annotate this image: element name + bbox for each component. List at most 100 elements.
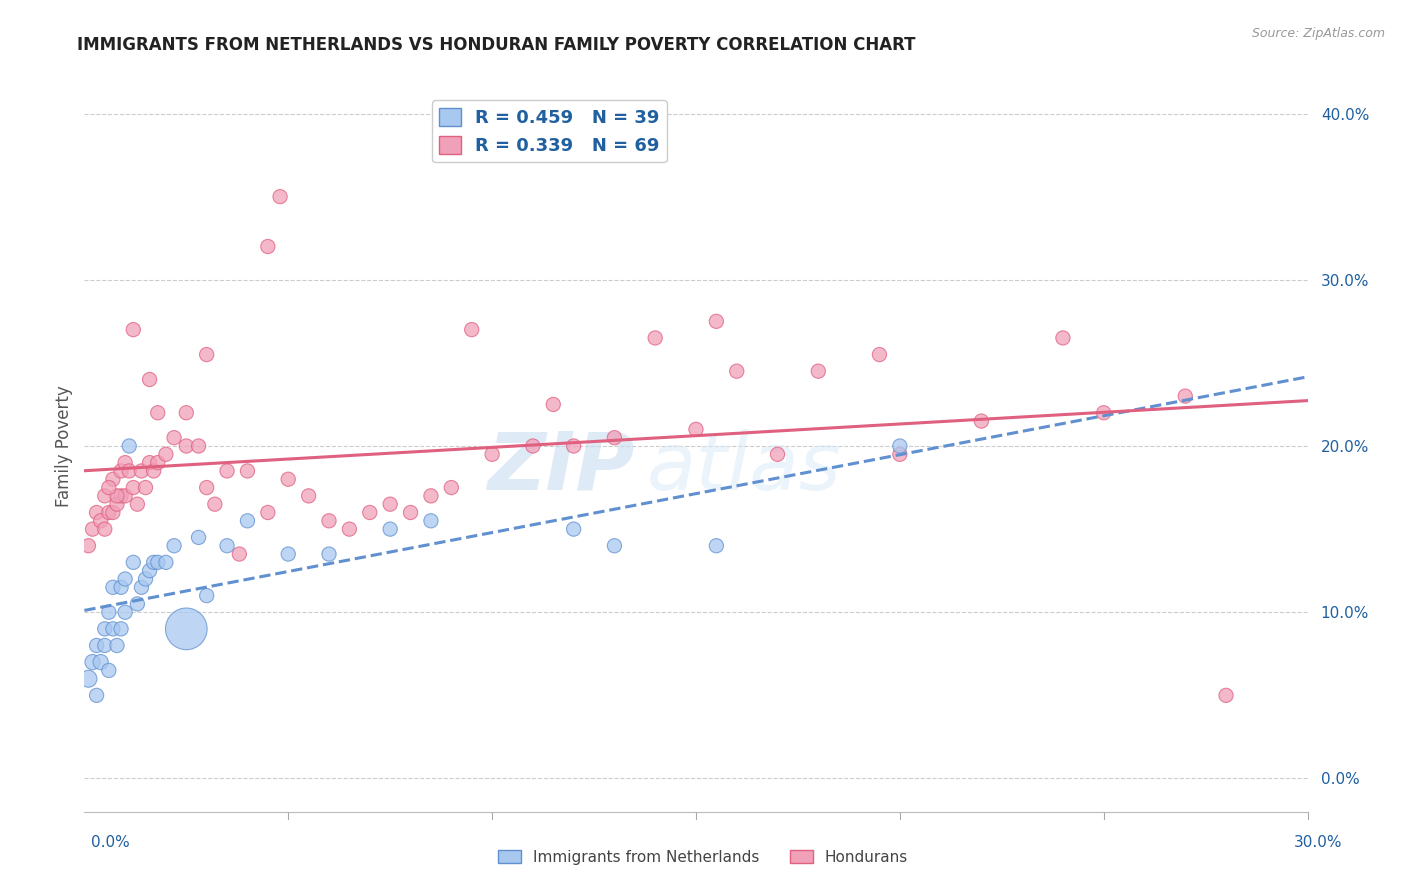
Point xyxy=(195,589,218,603)
Point xyxy=(685,422,707,436)
Point xyxy=(155,555,177,569)
Point xyxy=(127,597,149,611)
Point xyxy=(277,547,299,561)
Point xyxy=(1174,389,1197,403)
Point xyxy=(93,639,115,653)
Point xyxy=(122,323,145,337)
Point xyxy=(644,331,666,345)
Point xyxy=(138,564,160,578)
Point xyxy=(277,472,299,486)
Point xyxy=(163,431,186,445)
Point xyxy=(82,522,104,536)
Point xyxy=(257,239,280,253)
Point xyxy=(187,530,209,544)
Point xyxy=(114,605,136,619)
Point xyxy=(1215,689,1237,703)
Point xyxy=(359,506,381,520)
Point xyxy=(93,622,115,636)
Text: 0.0%: 0.0% xyxy=(91,836,131,850)
Point xyxy=(114,456,136,470)
Point xyxy=(1052,331,1074,345)
Point xyxy=(122,555,145,569)
Point xyxy=(174,406,197,420)
Point xyxy=(127,497,149,511)
Point xyxy=(236,464,259,478)
Point xyxy=(101,622,124,636)
Point xyxy=(142,555,165,569)
Point xyxy=(110,580,132,594)
Point xyxy=(86,689,108,703)
Point xyxy=(269,189,291,203)
Point xyxy=(725,364,748,378)
Point xyxy=(114,572,136,586)
Point xyxy=(146,406,169,420)
Point xyxy=(77,672,100,686)
Point xyxy=(420,489,443,503)
Point xyxy=(217,539,239,553)
Point xyxy=(380,497,402,511)
Point xyxy=(155,447,177,461)
Point xyxy=(195,347,218,362)
Point xyxy=(174,439,197,453)
Point xyxy=(138,456,160,470)
Point xyxy=(603,431,626,445)
Point xyxy=(114,489,136,503)
Text: Source: ZipAtlas.com: Source: ZipAtlas.com xyxy=(1251,27,1385,40)
Point xyxy=(93,489,115,503)
Point xyxy=(142,464,165,478)
Point xyxy=(135,572,157,586)
Point xyxy=(339,522,361,536)
Point xyxy=(889,439,911,453)
Point xyxy=(77,539,100,553)
Point xyxy=(195,481,218,495)
Point xyxy=(86,639,108,653)
Point xyxy=(889,447,911,461)
Text: ZIP: ZIP xyxy=(488,429,636,507)
Point xyxy=(118,464,141,478)
Text: IMMIGRANTS FROM NETHERLANDS VS HONDURAN FAMILY POVERTY CORRELATION CHART: IMMIGRANTS FROM NETHERLANDS VS HONDURAN … xyxy=(77,36,915,54)
Point xyxy=(970,414,993,428)
Point xyxy=(204,497,226,511)
Point xyxy=(174,622,197,636)
Point xyxy=(97,605,120,619)
Point xyxy=(97,664,120,678)
Point xyxy=(118,439,141,453)
Point xyxy=(420,514,443,528)
Point xyxy=(122,481,145,495)
Point xyxy=(101,472,124,486)
Point xyxy=(603,539,626,553)
Point xyxy=(105,639,128,653)
Point xyxy=(543,397,565,411)
Point xyxy=(869,347,891,362)
Point xyxy=(110,464,132,478)
Point xyxy=(228,547,250,561)
Point xyxy=(318,514,340,528)
Point xyxy=(110,489,132,503)
Point xyxy=(318,547,340,561)
Point xyxy=(101,580,124,594)
Point xyxy=(1092,406,1115,420)
Text: atlas: atlas xyxy=(647,429,842,507)
Point xyxy=(93,522,115,536)
Point xyxy=(135,481,157,495)
Point xyxy=(146,456,169,470)
Point xyxy=(82,655,104,669)
Point xyxy=(105,489,128,503)
Point xyxy=(97,506,120,520)
Point xyxy=(97,481,120,495)
Point xyxy=(481,447,503,461)
Point xyxy=(298,489,321,503)
Legend: Immigrants from Netherlands, Hondurans: Immigrants from Netherlands, Hondurans xyxy=(492,844,914,871)
Point xyxy=(257,506,280,520)
Point xyxy=(146,555,169,569)
Text: 30.0%: 30.0% xyxy=(1295,836,1343,850)
Point xyxy=(380,522,402,536)
Point xyxy=(562,439,585,453)
Point xyxy=(399,506,422,520)
Point xyxy=(766,447,789,461)
Point xyxy=(86,506,108,520)
Point xyxy=(706,539,728,553)
Point xyxy=(163,539,186,553)
Point xyxy=(440,481,463,495)
Point xyxy=(101,506,124,520)
